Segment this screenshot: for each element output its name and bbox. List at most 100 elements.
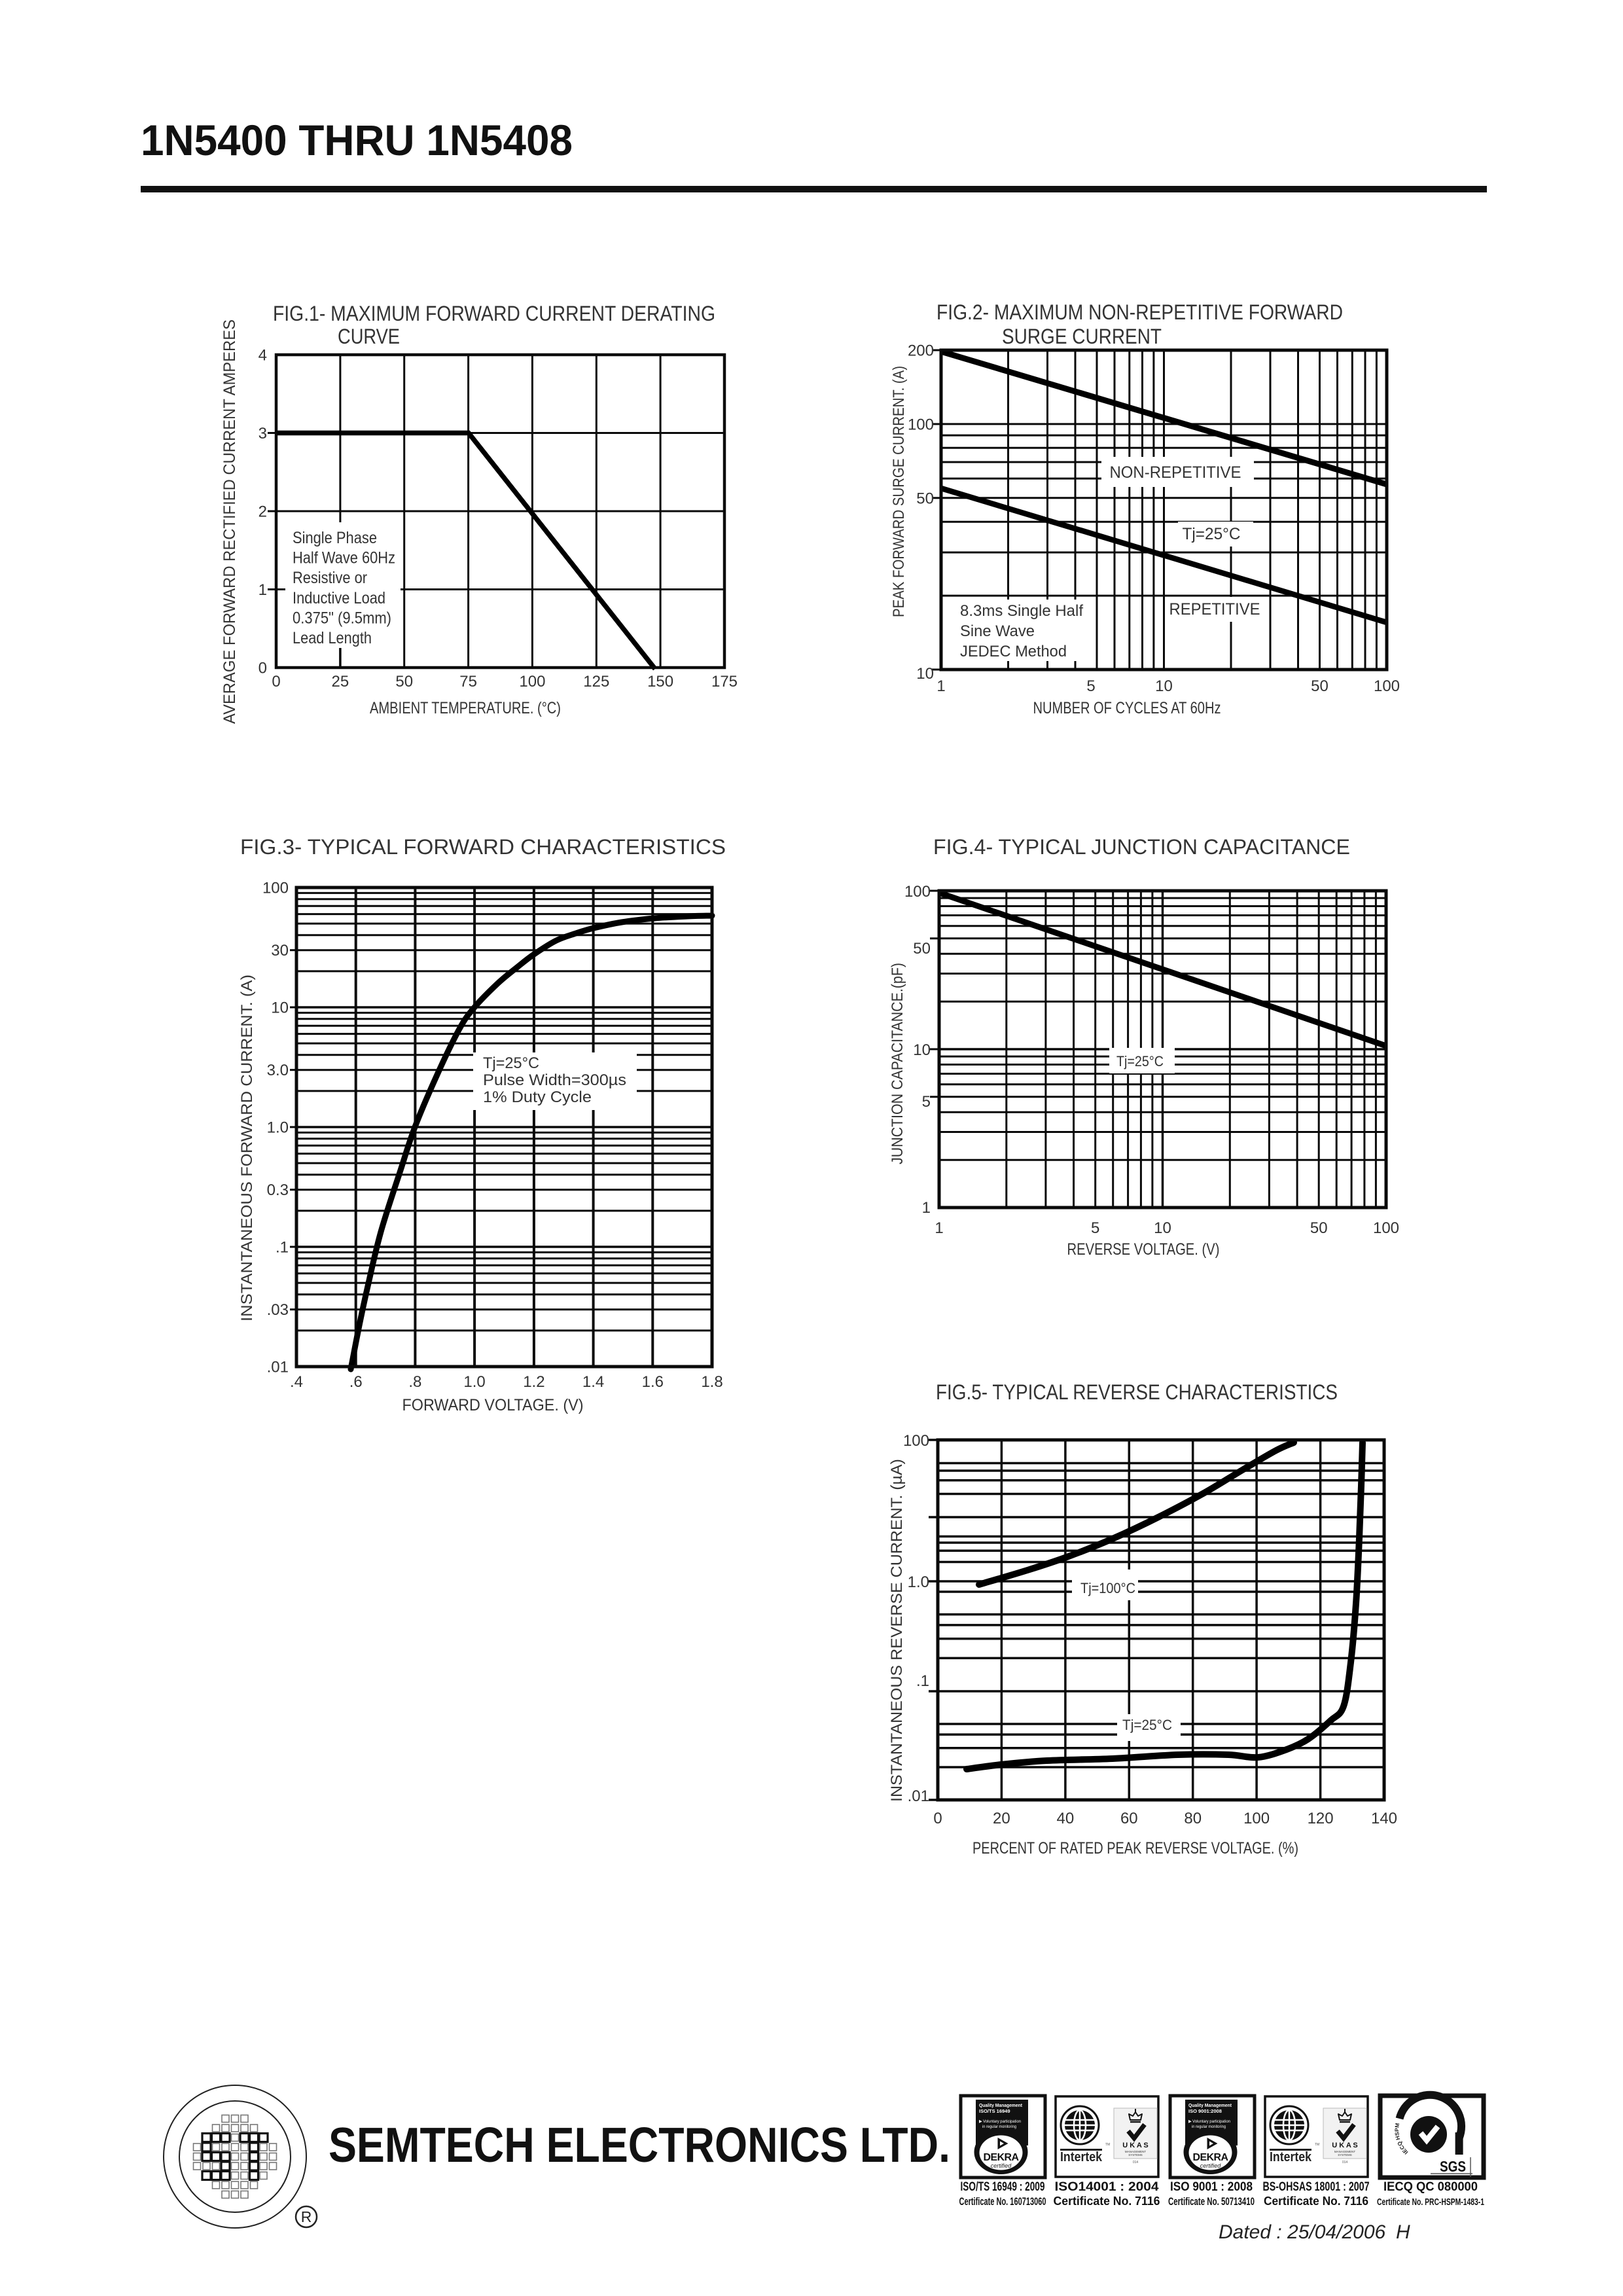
svg-text:Dated : 25/04/2006: Dated : 25/04/2006 (1219, 2221, 1386, 2243)
svg-text:CURVE: CURVE (338, 325, 400, 348)
svg-text:1.2: 1.2 (523, 1373, 544, 1391)
svg-text:100: 100 (903, 1432, 929, 1450)
svg-text:4: 4 (259, 347, 267, 365)
svg-text:0: 0 (259, 660, 267, 677)
svg-text:R: R (301, 2208, 312, 2225)
svg-text:50: 50 (913, 940, 931, 958)
svg-text:5: 5 (1091, 1219, 1099, 1237)
svg-text:NON-REPETITIVE: NON-REPETITIVE (1110, 463, 1241, 482)
svg-text:ISO/TS 16949: ISO/TS 16949 (979, 2108, 1010, 2114)
svg-text:20: 20 (993, 1810, 1010, 1827)
svg-text:60: 60 (1120, 1810, 1138, 1827)
svg-text:100: 100 (1374, 677, 1400, 695)
svg-text:SURGE CURRENT: SURGE CURRENT (1002, 325, 1162, 348)
svg-text:DEKRA: DEKRA (1193, 2152, 1229, 2163)
svg-text:Sine Wave: Sine Wave (960, 622, 1035, 640)
svg-text:3.0: 3.0 (267, 1062, 289, 1079)
svg-text:ISO14001 : 2004: ISO14001 : 2004 (1055, 2179, 1159, 2194)
svg-text:H: H (1396, 2221, 1410, 2243)
svg-text:NUMBER OF CYCLES AT 60Hz: NUMBER OF CYCLES AT 60Hz (1033, 699, 1221, 717)
svg-text:.1: .1 (276, 1239, 289, 1257)
svg-text:FIG.2- MAXIMUM NON-REPETITIVE: FIG.2- MAXIMUM NON-REPETITIVE FORWARD (936, 300, 1343, 324)
svg-text:.4: .4 (290, 1373, 303, 1391)
svg-text:1.0: 1.0 (908, 1573, 929, 1591)
svg-text:FIG.4- TYPICAL JUNCTION CAPACI: FIG.4- TYPICAL JUNCTION CAPACITANCE (933, 835, 1350, 859)
svg-text:MANAGEMENT: MANAGEMENT (1125, 2150, 1147, 2153)
svg-text:0.3: 0.3 (267, 1181, 289, 1199)
svg-text:Certificate No. 160713060: Certificate No. 160713060 (959, 2195, 1046, 2208)
svg-text:FORWARD VOLTAGE. (V): FORWARD VOLTAGE. (V) (402, 1396, 584, 1414)
svg-text:in regular monitoring: in regular monitoring (1192, 2125, 1226, 2129)
svg-text:8.3ms Single Half: 8.3ms Single Half (960, 602, 1083, 620)
svg-text:PERCENT OF RATED PEAK REVERSE: PERCENT OF RATED PEAK REVERSE VOLTAGE. (… (972, 1839, 1298, 1857)
svg-text:140: 140 (1371, 1810, 1397, 1827)
svg-text:80: 80 (1184, 1810, 1202, 1827)
svg-text:Tj=100°C: Tj=100°C (1080, 1580, 1135, 1596)
svg-text:.01: .01 (267, 1359, 289, 1376)
svg-text:.8: .8 (408, 1373, 421, 1391)
svg-text:1.6: 1.6 (642, 1373, 664, 1391)
svg-text:INSTANTANEOUS FORWARD CURRENT.: INSTANTANEOUS FORWARD CURRENT. (A) (238, 975, 256, 1321)
svg-text:TM: TM (1315, 2143, 1319, 2147)
svg-text:.01: .01 (908, 1787, 929, 1805)
svg-text:014: 014 (1133, 2161, 1139, 2164)
svg-text:2: 2 (259, 503, 267, 521)
svg-text:150: 150 (647, 673, 673, 691)
svg-text:014: 014 (1342, 2161, 1348, 2164)
svg-text:DEKRA: DEKRA (984, 2152, 1020, 2163)
svg-text:in regular monitoring: in regular monitoring (982, 2125, 1016, 2129)
svg-text:ISO/TS 16949 : 2009: ISO/TS 16949 : 2009 (961, 2180, 1045, 2194)
svg-text:25: 25 (332, 673, 349, 691)
svg-text:10: 10 (1155, 677, 1173, 695)
svg-text:.6: .6 (349, 1373, 363, 1391)
svg-text:SYSTEMS: SYSTEMS (1128, 2153, 1143, 2157)
svg-text:50: 50 (1311, 677, 1329, 695)
svg-text:TM: TM (1105, 2143, 1110, 2147)
svg-text:Single Phase: Single Phase (293, 529, 377, 547)
svg-text:MANAGEMENT: MANAGEMENT (1334, 2150, 1356, 2153)
svg-text:SEMTECH ELECTRONICS LTD.: SEMTECH ELECTRONICS LTD. (329, 2117, 950, 2172)
svg-text:JEDEC Method: JEDEC Method (960, 643, 1067, 660)
svg-text:0.375" (9.5mm): 0.375" (9.5mm) (293, 609, 391, 627)
svg-text:Certificate No. 7116: Certificate No. 7116 (1054, 2195, 1160, 2208)
svg-text:SGS: SGS (1440, 2158, 1466, 2175)
svg-text:100: 100 (262, 880, 289, 897)
svg-text:AMBIENT TEMPERATURE. (°C): AMBIENT TEMPERATURE. (°C) (370, 699, 561, 717)
svg-text:40: 40 (1057, 1810, 1075, 1827)
svg-text:10: 10 (913, 1041, 931, 1059)
svg-text:FIG.3- TYPICAL FORWARD CHARACT: FIG.3- TYPICAL FORWARD CHARACTERISTICS (240, 835, 726, 859)
svg-text:certified: certified (1200, 2162, 1222, 2169)
svg-text:ISO 9001 : 2008: ISO 9001 : 2008 (1170, 2180, 1253, 2194)
svg-text:BS-OHSAS 18001 : 2007: BS-OHSAS 18001 : 2007 (1263, 2180, 1370, 2194)
svg-text:U K A S: U K A S (1122, 2142, 1149, 2149)
svg-text:Tj=25°C: Tj=25°C (483, 1054, 539, 1072)
svg-text:1.4: 1.4 (582, 1373, 604, 1391)
svg-text:SYSTEMS: SYSTEMS (1338, 2153, 1352, 2157)
svg-text:.1: .1 (916, 1672, 929, 1690)
svg-text:100: 100 (1243, 1810, 1270, 1827)
svg-text:Certificate No. 7116: Certificate No. 7116 (1264, 2195, 1368, 2208)
svg-text:IECQ QC 080000: IECQ QC 080000 (1383, 2179, 1478, 2194)
svg-text:10: 10 (916, 665, 934, 683)
svg-text:▶ Voluntary participation: ▶ Voluntary participation (1188, 2119, 1230, 2124)
svg-text:1.0: 1.0 (463, 1373, 485, 1391)
svg-text:▶ Voluntary participation: ▶ Voluntary participation (979, 2119, 1021, 2124)
svg-text:Resistive or: Resistive or (293, 569, 367, 587)
svg-text:U K A S: U K A S (1332, 2142, 1358, 2149)
svg-text:PEAK FORWARD SURGE CURRENT. (A: PEAK FORWARD SURGE CURRENT. (A) (890, 366, 908, 617)
svg-text:Tj=25°C: Tj=25°C (1122, 1717, 1172, 1733)
svg-text:1: 1 (922, 1199, 931, 1217)
svg-text:INSTANTANEOUS REVERSE CURRENT.: INSTANTANEOUS REVERSE CURRENT. (µA) (888, 1459, 906, 1802)
svg-text:50: 50 (916, 490, 934, 507)
svg-text:5: 5 (1086, 677, 1095, 695)
svg-text:50: 50 (395, 673, 413, 691)
svg-text:75: 75 (459, 673, 477, 691)
svg-text:Tj=25°C: Tj=25°C (1116, 1053, 1164, 1069)
svg-text:1: 1 (936, 677, 945, 695)
svg-text:1% Duty Cycle: 1% Duty Cycle (483, 1088, 592, 1106)
svg-text:10: 10 (1154, 1219, 1171, 1237)
svg-text:JUNCTION CAPACITANCE.(pF): JUNCTION CAPACITANCE.(pF) (889, 963, 906, 1164)
svg-text:Certificate No. PRC-HSPM-1483-: Certificate No. PRC-HSPM-1483-1 (1377, 2197, 1484, 2208)
svg-text:3: 3 (259, 425, 267, 442)
svg-text:30: 30 (271, 942, 289, 960)
